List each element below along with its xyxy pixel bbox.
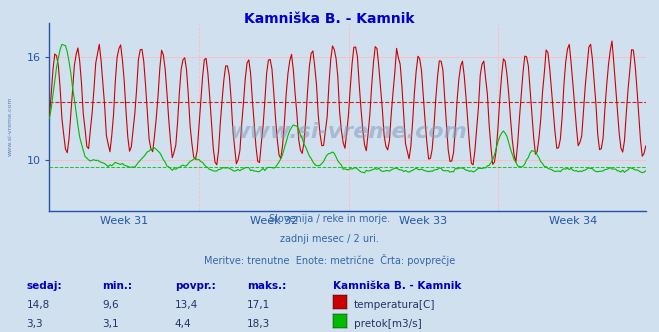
Text: 3,3: 3,3 xyxy=(26,319,43,329)
Text: Kamniška B. - Kamnik: Kamniška B. - Kamnik xyxy=(244,12,415,26)
Text: 9,6: 9,6 xyxy=(102,300,119,310)
Text: zadnji mesec / 2 uri.: zadnji mesec / 2 uri. xyxy=(280,234,379,244)
Text: 13,4: 13,4 xyxy=(175,300,198,310)
Text: 4,4: 4,4 xyxy=(175,319,191,329)
Text: Meritve: trenutne  Enote: metrične  Črta: povprečje: Meritve: trenutne Enote: metrične Črta: … xyxy=(204,254,455,266)
Text: www.si-vreme.com: www.si-vreme.com xyxy=(229,122,467,142)
Text: www.si-vreme.com: www.si-vreme.com xyxy=(8,96,13,156)
Text: min.:: min.: xyxy=(102,281,132,290)
Text: temperatura[C]: temperatura[C] xyxy=(354,300,436,310)
Text: sedaj:: sedaj: xyxy=(26,281,62,290)
Text: maks.:: maks.: xyxy=(247,281,287,290)
Text: 3,1: 3,1 xyxy=(102,319,119,329)
Text: Slovenija / reke in morje.: Slovenija / reke in morje. xyxy=(269,214,390,224)
Text: povpr.:: povpr.: xyxy=(175,281,215,290)
Text: pretok[m3/s]: pretok[m3/s] xyxy=(354,319,422,329)
Text: 17,1: 17,1 xyxy=(247,300,270,310)
Text: Kamniška B. - Kamnik: Kamniška B. - Kamnik xyxy=(333,281,461,290)
Text: 18,3: 18,3 xyxy=(247,319,270,329)
Text: 14,8: 14,8 xyxy=(26,300,49,310)
